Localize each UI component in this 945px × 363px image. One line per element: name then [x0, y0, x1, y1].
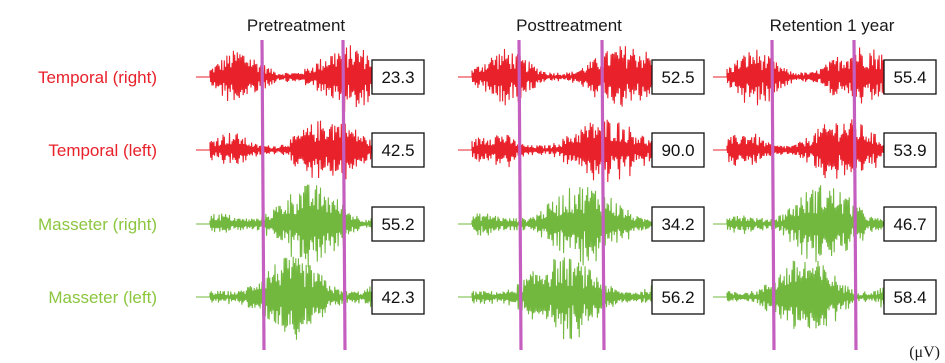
value-label: 42.5 — [381, 141, 414, 160]
time-marker — [517, 39, 523, 351]
emg-trace — [713, 119, 885, 179]
value-box — [371, 132, 425, 168]
row-label: Masseter (left) — [48, 288, 157, 307]
value-label: 46.7 — [893, 215, 926, 234]
value-box — [371, 59, 425, 95]
value-box — [883, 206, 937, 242]
value-label: 58.4 — [893, 288, 926, 307]
emg-trace — [458, 46, 653, 107]
emg-trace — [713, 47, 885, 106]
value-label: 53.9 — [893, 141, 926, 160]
row-labels: Temporal (right) Temporal (left) Masseter … — [38, 68, 157, 307]
value-label: 23.3 — [381, 68, 414, 87]
emg-trace — [458, 186, 653, 266]
emg-trace — [458, 257, 653, 340]
value-label: 42.3 — [381, 288, 414, 307]
emg-trace — [196, 120, 373, 180]
emg-trace — [196, 45, 373, 113]
value-label: 55.4 — [893, 68, 926, 87]
value-label: 34.2 — [661, 215, 694, 234]
column-title: Pretreatment — [247, 16, 346, 35]
value-box — [651, 132, 705, 168]
value-box — [883, 132, 937, 168]
value-box — [651, 206, 705, 242]
value-box — [371, 206, 425, 242]
value-box — [651, 279, 705, 315]
unit-label: (μV) — [909, 344, 940, 361]
time-marker — [770, 39, 776, 351]
value-box — [371, 279, 425, 315]
value-label: 55.2 — [381, 215, 414, 234]
row-label: Temporal (left) — [48, 141, 157, 160]
column-title: Posttreatment — [516, 16, 622, 35]
emg-trace — [713, 260, 885, 329]
time-marker — [852, 39, 858, 351]
value-label: 90.0 — [661, 141, 694, 160]
value-label: 52.5 — [661, 68, 694, 87]
time-marker — [600, 39, 606, 351]
time-markers — [260, 39, 858, 351]
emg-traces — [196, 45, 885, 340]
value-box — [651, 59, 705, 95]
time-marker — [260, 39, 266, 351]
value-boxes: 23.3 52.5 55.4 42.5 90.0 53.9 55.2 34.2 46.7 42.3… — [371, 59, 937, 315]
emg-trace — [713, 185, 885, 263]
value-box — [883, 59, 937, 95]
column-title: Retention 1 year — [770, 16, 895, 35]
row-label: Temporal (right) — [38, 68, 157, 87]
row-label: Masseter (right) — [38, 215, 157, 234]
value-box — [883, 279, 937, 315]
emg-trace — [458, 119, 653, 184]
time-marker — [341, 39, 347, 351]
value-label: 56.2 — [661, 288, 694, 307]
column-titles: Pretreatment Posttreatment Retention 1 yea… — [247, 16, 895, 35]
